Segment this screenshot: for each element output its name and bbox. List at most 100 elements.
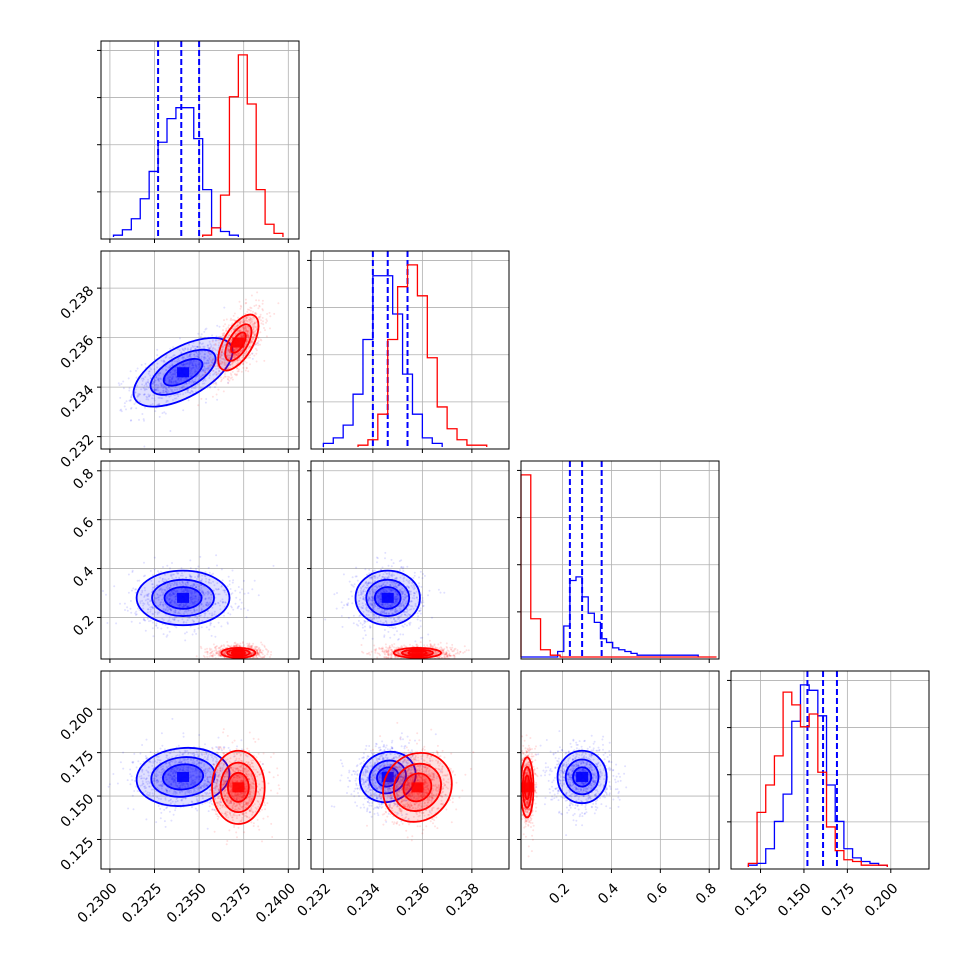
scatter-point xyxy=(173,370,176,373)
scatter-point xyxy=(223,660,225,662)
scatter-point xyxy=(127,573,130,576)
scatter-point xyxy=(132,587,135,590)
scatter-point xyxy=(213,649,216,652)
scatter-point xyxy=(205,626,208,629)
scatter-point xyxy=(188,365,191,368)
scatter-point xyxy=(355,566,358,569)
scatter-point xyxy=(154,384,157,387)
scatter-point xyxy=(186,605,189,608)
scatter-point xyxy=(194,595,197,597)
scatter-point xyxy=(130,611,133,614)
scatter-point xyxy=(348,580,351,583)
scatter-point xyxy=(232,356,235,359)
scatter-point xyxy=(151,574,154,577)
scatter-point xyxy=(234,645,237,648)
scatter-point xyxy=(335,607,338,610)
scatter-point xyxy=(247,644,250,647)
scatter-point xyxy=(202,593,205,596)
scatter-point xyxy=(146,611,149,614)
scatter-point xyxy=(234,326,237,329)
scatter-point xyxy=(191,619,194,622)
scatter-point xyxy=(256,651,259,654)
scatter-point xyxy=(244,298,247,301)
scatter-point xyxy=(212,652,215,655)
scatter-point xyxy=(164,603,167,606)
scatter-point xyxy=(183,383,186,385)
scatter-point xyxy=(223,362,226,365)
scatter-point xyxy=(182,363,185,366)
scatter-point xyxy=(273,312,276,315)
scatter-point xyxy=(174,611,177,614)
scatter-point xyxy=(247,592,250,595)
scatter-point xyxy=(245,319,248,322)
scatter-point xyxy=(243,607,246,610)
scatter-point xyxy=(209,649,212,652)
scatter-point xyxy=(233,348,236,351)
scatter-point xyxy=(227,324,230,327)
scatter-point xyxy=(258,648,261,651)
scatter-point xyxy=(140,388,143,391)
scatter-point xyxy=(156,354,159,357)
scatter-point xyxy=(390,626,393,628)
scatter-point xyxy=(237,359,240,362)
scatter-point xyxy=(188,391,191,394)
scatter-point xyxy=(231,319,234,321)
scatter-point xyxy=(160,589,163,592)
scatter-point xyxy=(214,371,217,374)
scatter-point xyxy=(204,597,207,600)
scatter-point xyxy=(168,582,171,585)
scatter-point xyxy=(197,363,200,366)
scatter-point xyxy=(202,380,205,383)
scatter-point xyxy=(190,592,193,595)
scatter-point xyxy=(207,365,210,368)
scatter-point xyxy=(144,376,147,378)
scatter-point xyxy=(207,346,210,349)
scatter-point xyxy=(219,354,222,356)
scatter-point xyxy=(246,339,249,342)
scatter-point xyxy=(213,584,216,587)
scatter-point xyxy=(240,665,242,667)
scatter-point xyxy=(350,590,353,593)
scatter-point xyxy=(153,381,156,384)
scatter-point xyxy=(204,328,207,331)
scatter-point xyxy=(186,589,188,592)
scatter-point xyxy=(218,593,221,596)
density-peak xyxy=(177,592,190,603)
scatter-point xyxy=(183,385,185,388)
scatter-point xyxy=(242,354,245,357)
scatter-point xyxy=(248,346,251,349)
scatter-point xyxy=(185,363,188,365)
scatter-point xyxy=(198,377,201,380)
scatter-point xyxy=(164,602,167,605)
scatter-point xyxy=(246,651,249,654)
scatter-point xyxy=(220,351,223,354)
scatter-point xyxy=(243,319,246,322)
scatter-point xyxy=(422,601,425,604)
scatter-point xyxy=(225,365,228,367)
scatter-point xyxy=(162,592,164,595)
scatter-point xyxy=(203,382,206,385)
scatter-point xyxy=(164,386,167,389)
scatter-point xyxy=(207,367,209,370)
scatter-point xyxy=(193,610,196,613)
scatter-point xyxy=(205,603,207,606)
scatter-point xyxy=(200,647,203,650)
scatter-point xyxy=(402,661,404,663)
scatter-point xyxy=(160,591,163,594)
scatter-point xyxy=(203,358,206,361)
scatter-point xyxy=(202,342,204,345)
scatter-point xyxy=(210,582,212,585)
scatter-point xyxy=(250,340,253,343)
scatter-point xyxy=(238,321,241,324)
scatter-point xyxy=(185,588,188,591)
scatter-point xyxy=(174,373,177,376)
scatter-point xyxy=(190,359,192,362)
scatter-point xyxy=(151,612,154,615)
scatter-point xyxy=(128,387,131,390)
scatter-point xyxy=(397,638,400,640)
scatter-point xyxy=(208,571,211,574)
y-tick-label: 0.2 xyxy=(70,612,97,639)
scatter-point xyxy=(255,299,258,302)
scatter-point xyxy=(229,342,232,345)
scatter-point xyxy=(366,584,369,587)
